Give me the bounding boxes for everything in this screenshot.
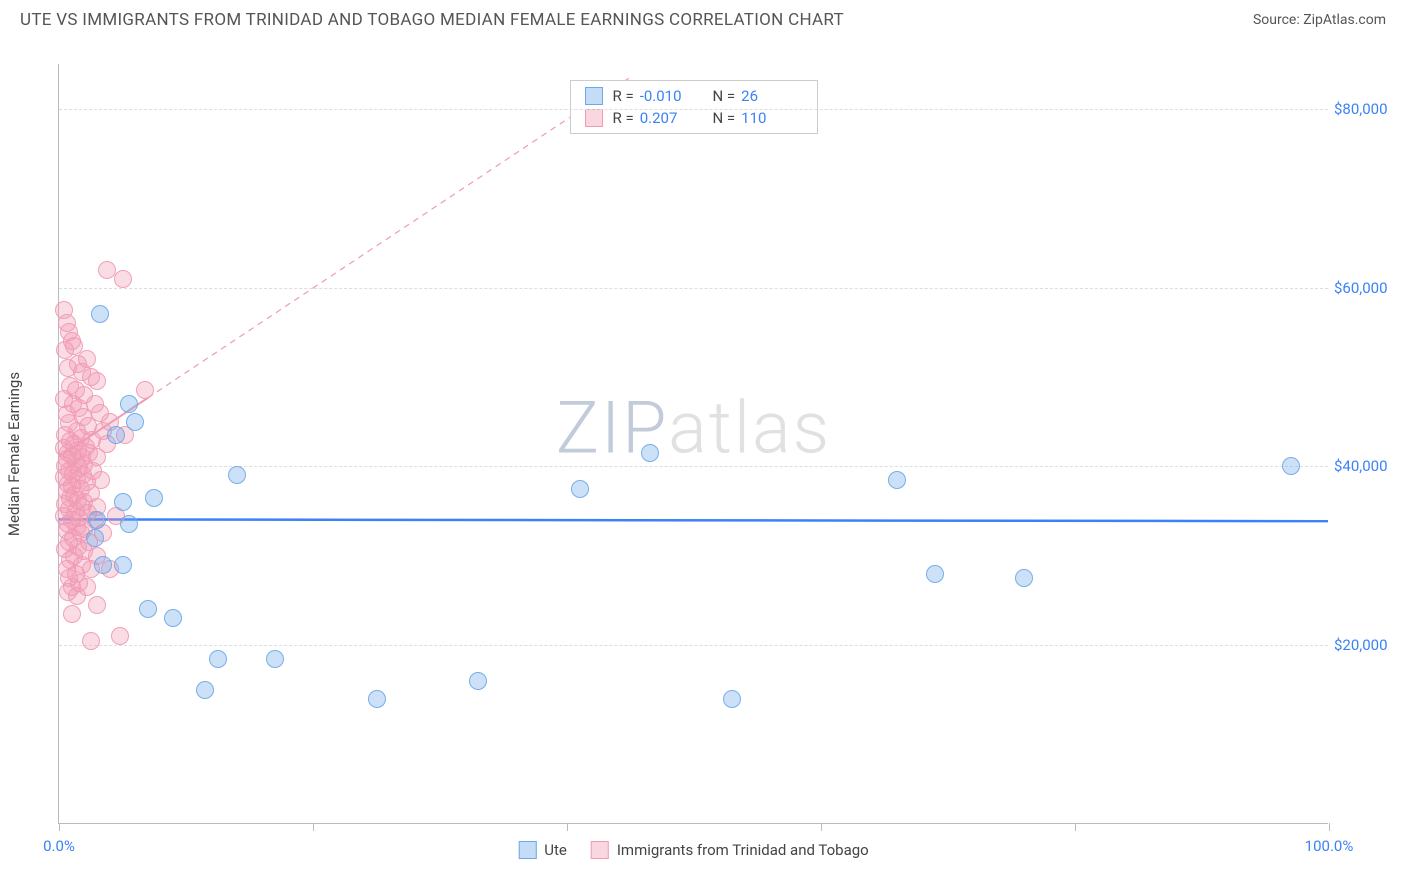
data-point-trinidad (114, 270, 132, 288)
legend-swatch-ute (585, 87, 603, 105)
gridline-horizontal (59, 288, 1328, 289)
x-tick (1075, 823, 1076, 831)
y-axis-label: Median Female Earnings (5, 372, 23, 536)
x-tick-label: 0.0% (43, 837, 75, 855)
trend-line-ute (59, 519, 1328, 521)
data-point-ute (926, 565, 944, 583)
stat-n-value-trinidad: 110 (741, 109, 766, 127)
source-attribution: Source: ZipAtlas.com (1253, 12, 1386, 28)
data-point-ute (888, 471, 906, 489)
source-label: Source: (1253, 12, 1300, 28)
data-point-ute (469, 672, 487, 690)
x-tick (821, 823, 822, 831)
legend-swatch-ute (518, 841, 536, 859)
chart-container: Median Female Earnings ZIPatlas R =-0.01… (20, 44, 1386, 864)
x-tick (1329, 823, 1330, 831)
data-point-ute (209, 650, 227, 668)
data-point-trinidad (136, 381, 154, 399)
source-name: ZipAtlas.com (1303, 12, 1386, 28)
legend-item-ute: Ute (518, 841, 567, 859)
data-point-trinidad (68, 587, 86, 605)
correlation-stats-box: R = -0.010 N = 26 R = 0.207 N = 110 (570, 80, 818, 134)
data-point-ute (723, 690, 741, 708)
stat-n-label: N = (713, 109, 736, 127)
data-point-ute (1015, 569, 1033, 587)
x-tick-label: 100.0% (1305, 837, 1354, 855)
data-point-ute (139, 600, 157, 618)
watermark-atlas: atlas (668, 386, 831, 471)
data-point-trinidad (63, 605, 81, 623)
y-tick-label: $40,000 (1334, 457, 1398, 475)
data-point-ute (107, 426, 125, 444)
gridline-horizontal (59, 466, 1328, 467)
trend-line-trinidad-extrapolated (148, 77, 630, 397)
data-point-ute (641, 444, 659, 462)
legend-swatch-trinidad (585, 109, 603, 127)
data-point-ute (120, 395, 138, 413)
plot-area: ZIPatlas R =-0.010N =26R =0.207N =110 Ut… (58, 64, 1328, 824)
watermark: ZIPatlas (556, 386, 831, 471)
data-point-ute (126, 413, 144, 431)
legend-label-trinidad: Immigrants from Trinidad and Tobago (617, 841, 869, 859)
stat-n-label: N = (713, 87, 736, 105)
x-tick (567, 823, 568, 831)
legend-swatch-trinidad (591, 841, 609, 859)
x-tick (59, 823, 60, 831)
y-tick-label: $20,000 (1334, 636, 1398, 654)
legend-item-trinidad: Immigrants from Trinidad and Tobago (591, 841, 869, 859)
gridline-horizontal (59, 109, 1328, 110)
stat-r-value-ute: -0.010 (640, 87, 682, 105)
data-point-trinidad (88, 596, 106, 614)
stats-row-ute: R = -0.010 N = 26 (571, 85, 817, 107)
data-point-ute (145, 489, 163, 507)
data-point-ute (86, 529, 104, 547)
data-point-ute (196, 681, 214, 699)
y-tick-label: $80,000 (1334, 100, 1398, 118)
stat-r-value-trinidad: 0.207 (640, 109, 678, 127)
data-point-ute (571, 480, 589, 498)
stat-r-label: R = (613, 87, 634, 105)
data-point-ute (228, 466, 246, 484)
data-point-ute (91, 305, 109, 323)
data-point-ute (114, 556, 132, 574)
data-point-trinidad (82, 632, 100, 650)
data-point-ute (114, 493, 132, 511)
x-tick (313, 823, 314, 831)
data-point-ute (94, 556, 112, 574)
data-point-trinidad (111, 627, 129, 645)
data-point-ute (120, 515, 138, 533)
stat-n-value-ute: 26 (741, 87, 758, 105)
legend-bottom: Ute Immigrants from Trinidad and Tobago (518, 841, 868, 859)
chart-title: UTE VS IMMIGRANTS FROM TRINIDAD AND TOBA… (20, 10, 844, 30)
legend-label-ute: Ute (544, 841, 567, 859)
y-tick-label: $60,000 (1334, 279, 1398, 297)
data-point-ute (88, 511, 106, 529)
data-point-ute (164, 609, 182, 627)
stats-row-trinidad: R = 0.207 N = 110 (571, 107, 817, 129)
trend-lines-layer (59, 64, 1328, 823)
data-point-ute (368, 690, 386, 708)
gridline-horizontal (59, 645, 1328, 646)
data-point-ute (1282, 457, 1300, 475)
data-point-ute (266, 650, 284, 668)
stat-r-label: R = (613, 109, 634, 127)
